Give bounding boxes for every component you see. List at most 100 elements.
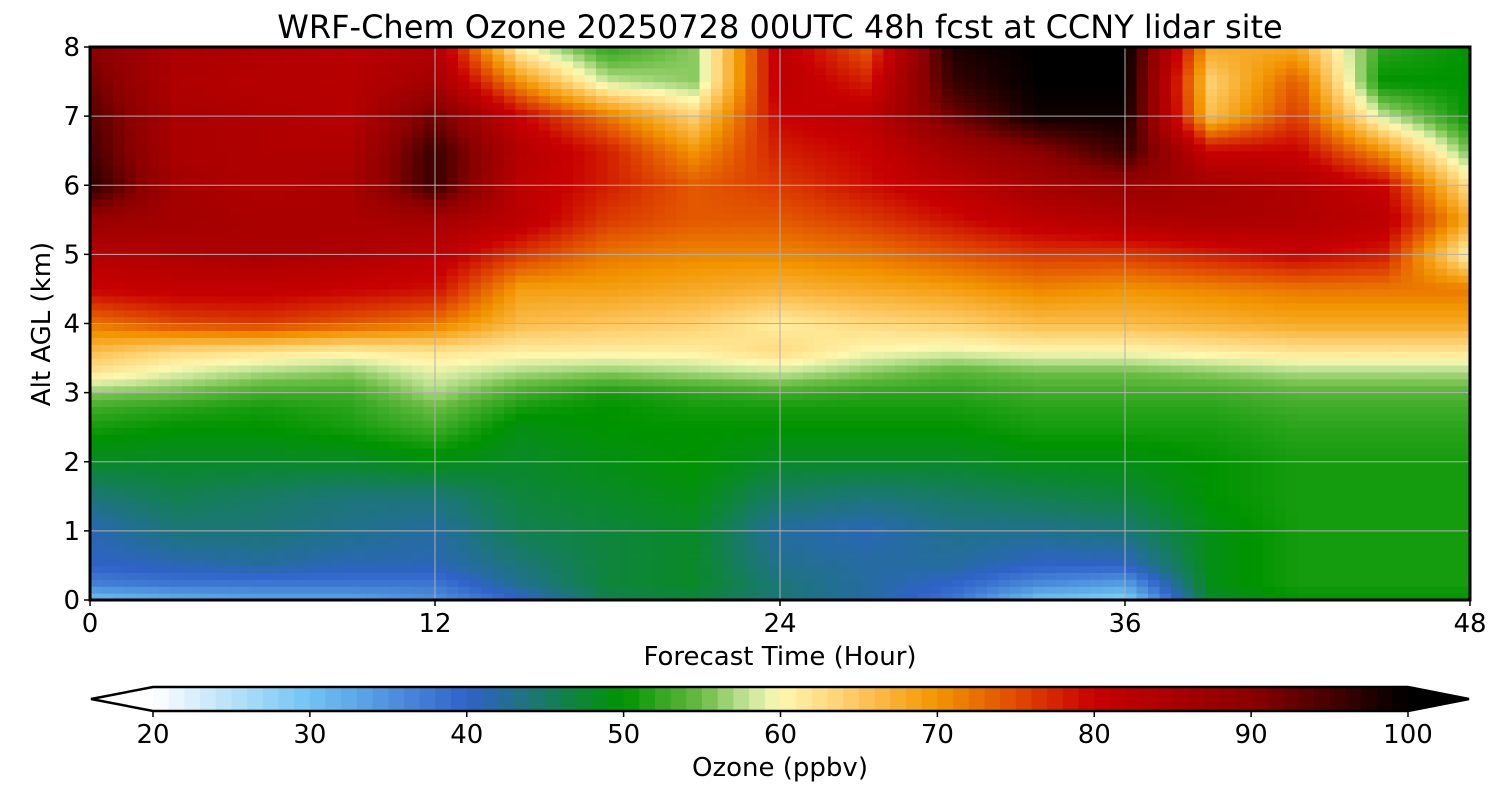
heatmap-cell xyxy=(734,392,747,401)
heatmap-cell xyxy=(216,413,229,421)
heatmap-cell xyxy=(458,378,471,387)
heatmap-cell xyxy=(400,544,413,553)
heatmap-cell xyxy=(1412,441,1425,449)
heatmap-cell xyxy=(1435,579,1448,587)
heatmap-cell xyxy=(1389,475,1402,484)
heatmap-cell xyxy=(170,551,183,560)
heatmap-cell xyxy=(665,399,678,408)
heatmap-cell xyxy=(1102,454,1115,463)
heatmap-cell xyxy=(918,413,931,421)
heatmap-cell xyxy=(860,551,873,560)
heatmap-cell xyxy=(492,586,505,594)
heatmap-cell xyxy=(1090,586,1103,594)
heatmap-cell xyxy=(1424,489,1437,497)
heatmap-cell xyxy=(1194,330,1207,338)
heatmap-cell xyxy=(619,447,632,456)
heatmap-cell xyxy=(504,344,517,352)
heatmap-cell xyxy=(435,461,448,470)
heatmap-cell xyxy=(170,399,183,408)
heatmap-cell xyxy=(975,482,988,490)
heatmap-cell xyxy=(1148,586,1161,594)
heatmap-cell xyxy=(1148,572,1161,580)
heatmap-cell xyxy=(699,434,712,442)
heatmap-cell xyxy=(182,441,195,449)
heatmap-cell xyxy=(1447,385,1460,394)
heatmap-cell xyxy=(941,371,954,380)
heatmap-cell xyxy=(1274,323,1287,332)
heatmap-cell xyxy=(1136,344,1149,352)
heatmap-cell xyxy=(1125,461,1138,470)
heatmap-cell xyxy=(1067,385,1080,394)
heatmap-cell xyxy=(1010,413,1023,421)
heatmap-cell xyxy=(803,537,816,546)
heatmap-cell xyxy=(872,572,885,580)
heatmap-cell xyxy=(285,523,298,532)
heatmap-cell xyxy=(1274,489,1287,497)
heatmap-cell xyxy=(1056,586,1069,594)
heatmap-cell xyxy=(791,309,804,318)
heatmap-cell xyxy=(1435,551,1448,560)
heatmap-cell xyxy=(734,523,747,532)
heatmap-cell xyxy=(619,565,632,573)
heatmap-cell xyxy=(699,441,712,449)
heatmap-cell xyxy=(1044,454,1057,463)
heatmap-cell xyxy=(90,496,103,504)
heatmap-cell xyxy=(389,399,402,408)
heatmap-cell xyxy=(274,309,287,318)
heatmap-cell xyxy=(297,544,310,553)
heatmap-cell xyxy=(1217,517,1230,525)
heatmap-cell xyxy=(1067,337,1080,345)
heatmap-cell xyxy=(458,537,471,546)
heatmap-cell xyxy=(193,475,206,484)
heatmap-cell xyxy=(1033,586,1046,594)
heatmap-cell xyxy=(1113,544,1126,553)
heatmap-cell xyxy=(1102,475,1115,484)
heatmap-cell xyxy=(1056,558,1069,567)
heatmap-cell xyxy=(550,544,563,553)
heatmap-cell xyxy=(492,427,505,435)
heatmap-cell xyxy=(975,316,988,325)
heatmap-cell xyxy=(423,427,436,435)
heatmap-cell xyxy=(573,399,586,408)
heatmap-cell xyxy=(297,378,310,387)
heatmap-cell xyxy=(1274,579,1287,587)
heatmap-cell xyxy=(435,413,448,421)
heatmap-cell xyxy=(389,454,402,463)
heatmap-cell xyxy=(1171,482,1184,490)
heatmap-cell xyxy=(1320,371,1333,380)
heatmap-cell xyxy=(1263,385,1276,394)
heatmap-cell xyxy=(722,385,735,394)
heatmap-cell xyxy=(1067,420,1080,428)
heatmap-cell xyxy=(205,579,218,587)
heatmap-cell xyxy=(964,523,977,532)
heatmap-cell xyxy=(458,330,471,338)
heatmap-cell xyxy=(504,427,517,435)
heatmap-cell xyxy=(757,337,770,345)
heatmap-cell xyxy=(642,593,655,601)
heatmap-cell xyxy=(665,316,678,325)
heatmap-cell xyxy=(1343,565,1356,573)
heatmap-cell xyxy=(1435,441,1448,449)
heatmap-cell xyxy=(412,344,425,352)
heatmap-cell xyxy=(1309,489,1322,497)
heatmap-cell xyxy=(1136,551,1149,560)
heatmap-cell xyxy=(297,572,310,580)
heatmap-cell xyxy=(515,309,528,318)
heatmap-cell xyxy=(182,337,195,345)
heatmap-cell xyxy=(1343,447,1356,456)
heatmap-cell xyxy=(941,364,954,373)
heatmap-cell xyxy=(285,316,298,325)
heatmap-cell xyxy=(895,385,908,394)
heatmap-cell xyxy=(1079,364,1092,373)
heatmap-cell xyxy=(584,482,597,490)
heatmap-cell xyxy=(619,586,632,594)
heatmap-cell xyxy=(688,413,701,421)
heatmap-cell xyxy=(481,461,494,470)
heatmap-cell xyxy=(90,441,103,449)
heatmap-cell xyxy=(308,413,321,421)
heatmap-cell xyxy=(1021,441,1034,449)
heatmap-cell xyxy=(734,475,747,484)
heatmap-cell xyxy=(1205,482,1218,490)
heatmap-cell xyxy=(676,461,689,470)
heatmap-cell xyxy=(987,468,1000,477)
